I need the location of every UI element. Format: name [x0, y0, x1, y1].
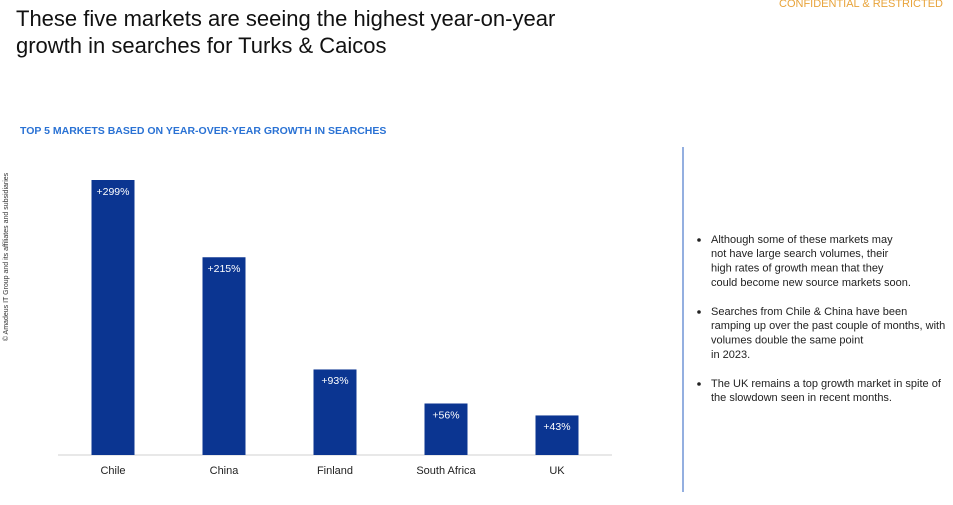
bullet-text: volumes double the same point — [711, 335, 863, 347]
slide-title-line: These five markets are seeing the highes… — [16, 6, 555, 31]
x-tick-label: UK — [549, 465, 565, 477]
value-label: +215% — [208, 263, 241, 275]
bar — [91, 180, 135, 455]
bullet-text: The UK remains a top growth market in sp… — [711, 378, 942, 390]
bullet-text: could become new source markets soon. — [711, 277, 911, 289]
bullet-text: the slowdown seen in recent months. — [711, 392, 892, 404]
bar — [313, 369, 357, 455]
value-label: +43% — [543, 421, 570, 433]
bullet-text: high rates of growth mean that they — [711, 263, 884, 275]
value-label: +56% — [432, 409, 459, 421]
x-tick-label: Chile — [100, 465, 125, 477]
x-tick-label: China — [210, 465, 240, 477]
bar — [535, 415, 579, 455]
bullet-dot — [697, 238, 701, 242]
bar — [202, 257, 246, 455]
bullet-text: in 2023. — [711, 349, 750, 361]
x-tick-label: Finland — [317, 465, 353, 477]
x-tick-label: South Africa — [416, 465, 476, 477]
slide-title-line: growth in searches for Turks & Caicos — [16, 33, 386, 58]
bullet-dot — [697, 310, 701, 314]
bar — [424, 403, 468, 455]
chart-title: TOP 5 MARKETS BASED ON YEAR-OVER-YEAR GR… — [20, 125, 386, 137]
bullet-text: Although some of these markets may — [711, 234, 893, 246]
bullet-text: not have large search volumes, their — [711, 248, 889, 260]
value-label: +299% — [97, 186, 130, 198]
value-label: +93% — [321, 375, 348, 387]
bullet-text: ramping up over the past couple of month… — [711, 320, 945, 332]
copyright: © Amadeus IT Group and its affiliates an… — [2, 172, 10, 341]
bullet-dot — [697, 382, 701, 386]
bullet-text: Searches from Chile & China have been — [711, 306, 907, 318]
confidentiality-label: CONFIDENTIAL & RESTRICTED — [779, 0, 943, 10]
